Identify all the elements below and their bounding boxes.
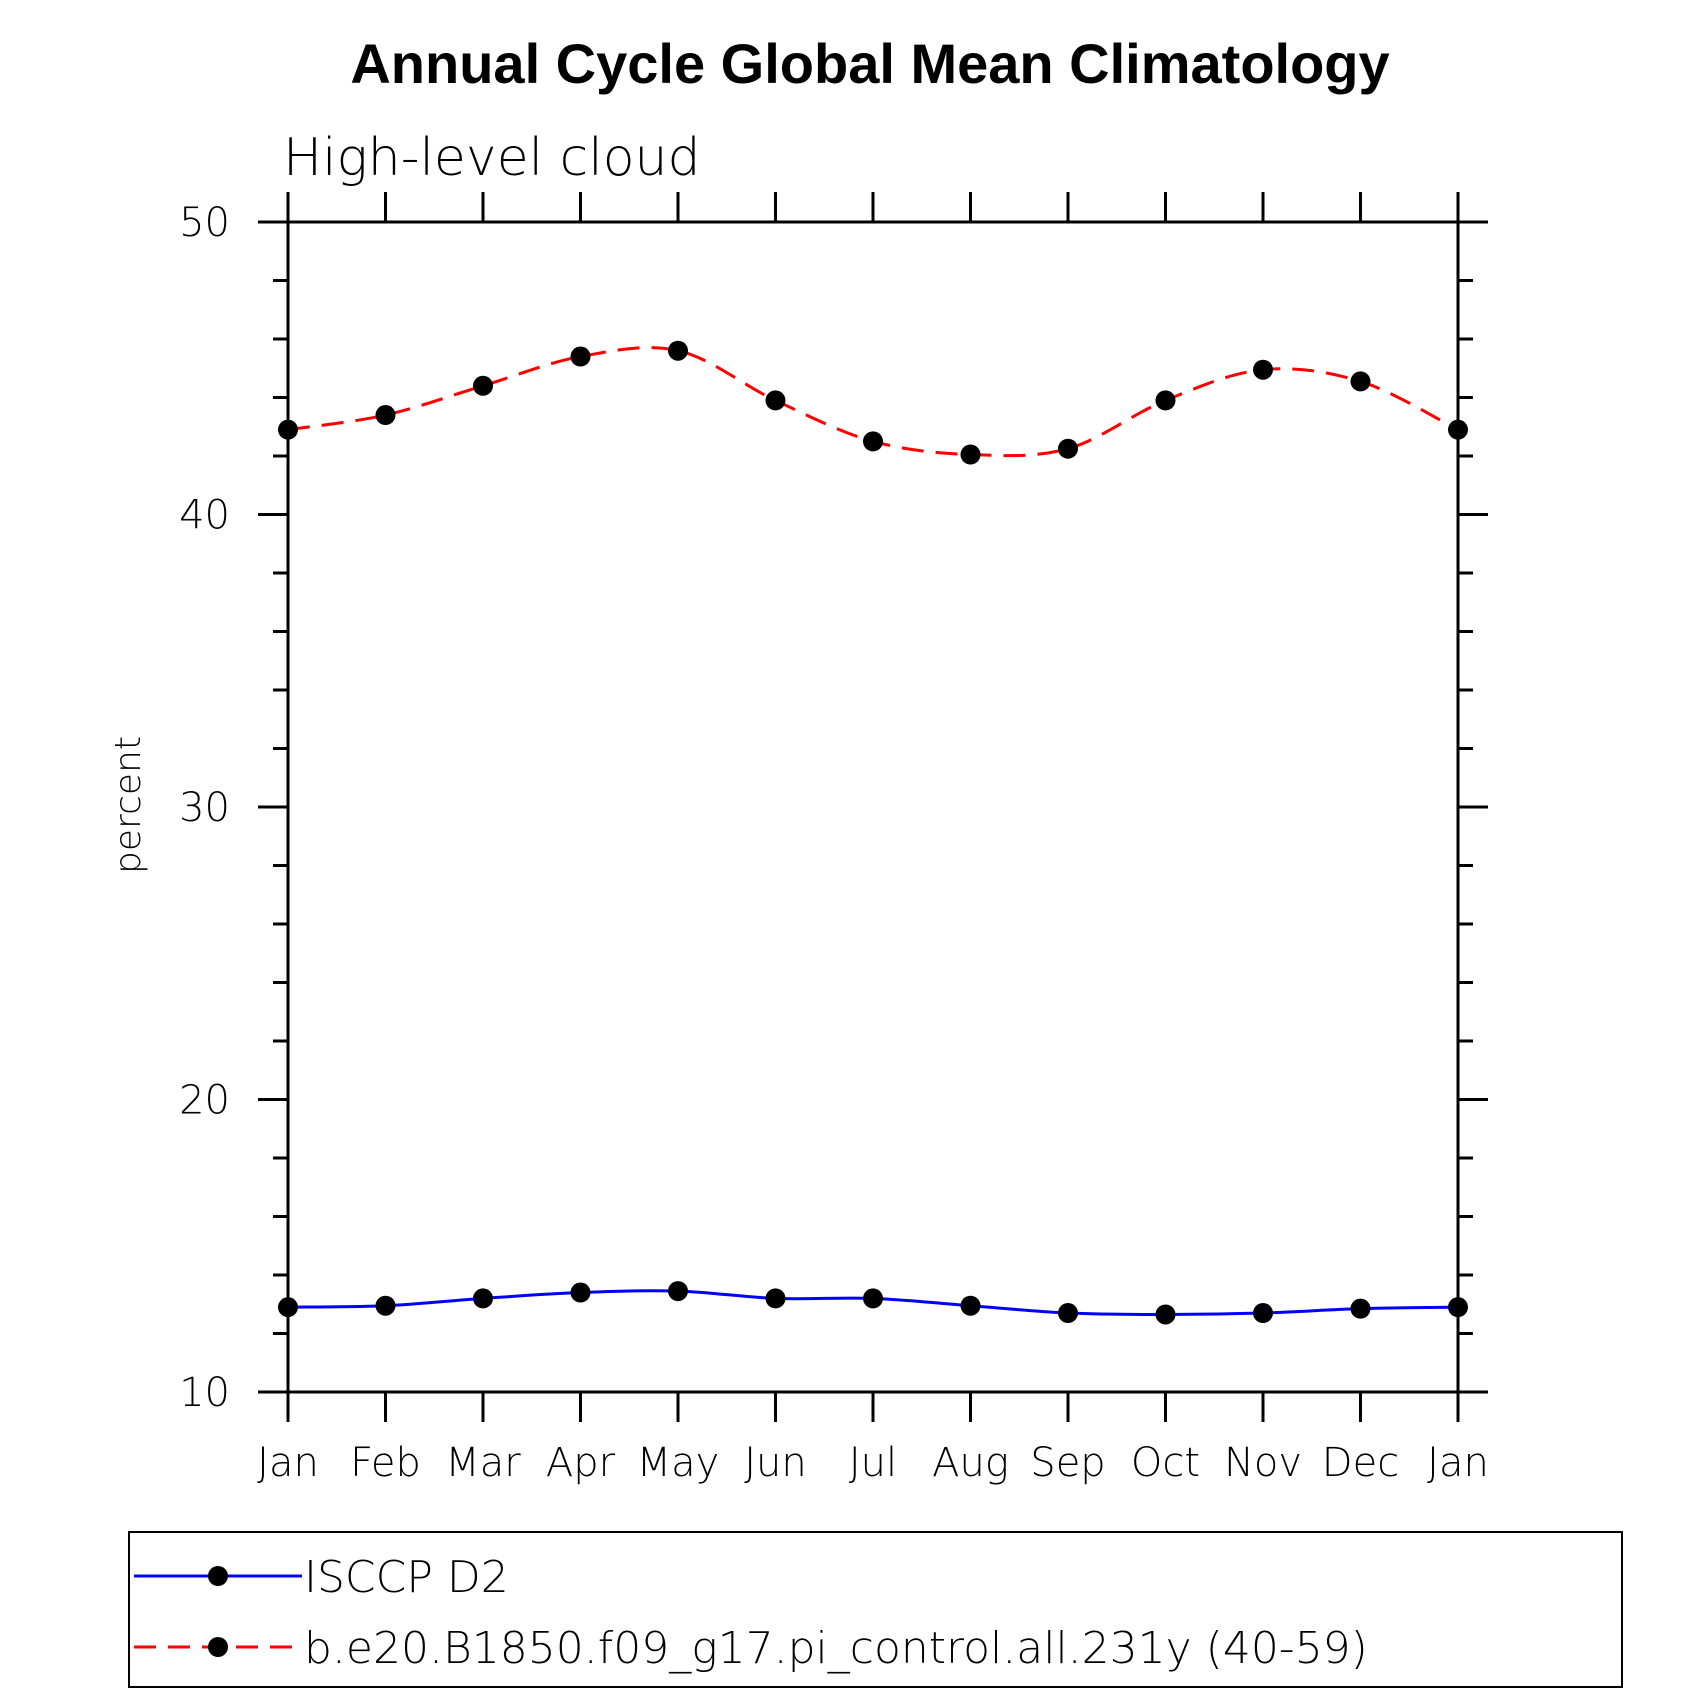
plot-frame — [286, 220, 1460, 1394]
y-axis-label: percent — [108, 736, 149, 874]
legend: ISCCP D2 b.e20.B1850.f09_g17.pi_control.a… — [128, 1531, 1623, 1688]
y-tick-label: 20 — [179, 1078, 230, 1124]
x-tick-label: Jun — [744, 1440, 807, 1486]
data-point-model — [278, 419, 298, 440]
data-point-model — [960, 444, 981, 465]
data-point-model — [375, 405, 396, 426]
data-point-model — [765, 390, 786, 411]
x-tick-label: Nov — [1224, 1440, 1302, 1486]
legend-box — [128, 1531, 1623, 1688]
data-point-model — [668, 340, 688, 361]
x-tick-label: Dec — [1322, 1440, 1399, 1486]
x-tick-label: Aug — [932, 1440, 1009, 1486]
data-point-model — [1058, 438, 1078, 459]
data-point-isccp — [473, 1288, 493, 1309]
data-point-model — [1350, 371, 1371, 392]
x-tick-label: Oct — [1131, 1440, 1200, 1486]
x-tick-label: Jul — [849, 1440, 897, 1486]
data-point-model — [570, 346, 591, 367]
data-point-model — [863, 431, 883, 452]
data-point-model — [473, 375, 493, 396]
data-point-isccp — [863, 1288, 883, 1309]
legend-marker-model — [208, 1637, 228, 1657]
data-point-isccp — [1350, 1298, 1371, 1319]
legend-label-isccp: ISCCP D2 — [304, 1552, 509, 1603]
data-point-isccp — [1058, 1303, 1078, 1324]
data-point-isccp — [765, 1288, 786, 1309]
x-tick-label: Apr — [546, 1440, 616, 1486]
x-tick-label: Sep — [1030, 1440, 1105, 1486]
x-tick-label: Jan — [257, 1440, 319, 1486]
chart-subtitle: High-level cloud — [283, 128, 700, 188]
chart-title: Annual Cycle Global Mean Climatology — [350, 32, 1389, 95]
y-tick-label: 30 — [179, 785, 230, 831]
data-point-model — [1448, 419, 1468, 440]
series-layer — [278, 340, 1468, 1325]
data-point-isccp — [1155, 1304, 1176, 1325]
data-point-isccp — [278, 1297, 298, 1318]
data-point-isccp — [570, 1282, 591, 1303]
data-point-isccp — [375, 1295, 396, 1316]
y-tick-label: 10 — [179, 1370, 230, 1416]
x-tick-label: May — [637, 1440, 720, 1486]
data-point-isccp — [960, 1295, 981, 1316]
data-point-isccp — [668, 1281, 688, 1302]
legend-marker-isccp — [208, 1566, 228, 1586]
data-point-model — [1253, 359, 1273, 380]
x-tick-label: Mar — [445, 1440, 521, 1486]
data-point-model — [1155, 390, 1176, 411]
plot-axes: 10 20 30 40 50 Jan Feb Mar Apr May Jun Jul Aug Sep Oct… — [179, 192, 1489, 1486]
data-point-isccp — [1448, 1297, 1468, 1318]
x-tick-label: Jan — [1427, 1440, 1489, 1486]
y-tick-label: 50 — [179, 200, 230, 246]
x-tick-label: Feb — [350, 1440, 421, 1486]
y-tick-label: 40 — [179, 493, 230, 539]
legend-label-model: b.e20.B1850.f09_g17.pi_control.all.231y … — [304, 1623, 1368, 1674]
data-point-isccp — [1253, 1303, 1273, 1324]
